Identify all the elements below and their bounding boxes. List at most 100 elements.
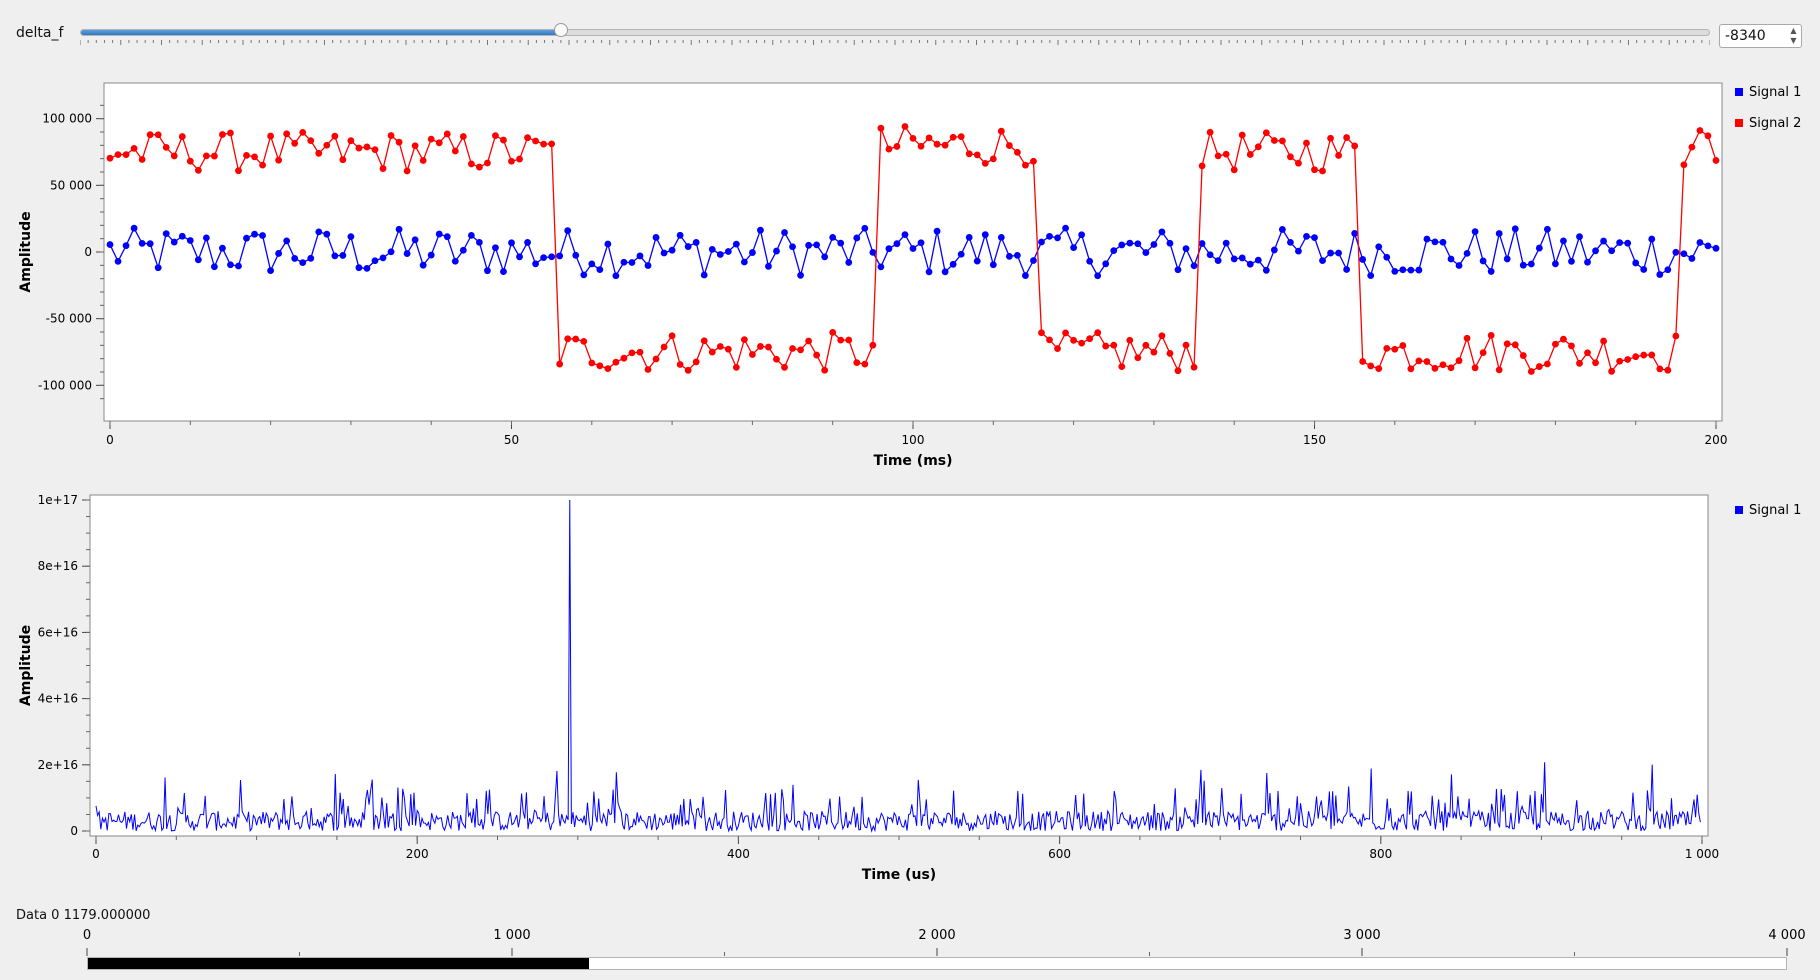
time-plot-ms: 100 000 50 000 0 -50 000 -100 000 0 50 100 150 20… [0, 60, 1820, 480]
signal-1-point [869, 249, 876, 256]
signal-1-point [1319, 257, 1326, 264]
signal-1-point [227, 261, 234, 268]
signal-2-point [877, 125, 884, 132]
signal-1-point [1576, 233, 1583, 240]
signal-1-point [1351, 230, 1358, 237]
signal-1-point [339, 252, 346, 259]
signal-2-point [805, 338, 812, 345]
signal-1-point [476, 239, 483, 246]
spin-arrows-icon[interactable]: ▲ ▼ [1788, 26, 1799, 46]
signal-2-point [1118, 363, 1125, 370]
signal-2-point [773, 356, 780, 363]
signal-2-point [797, 347, 804, 354]
delta-f-label: delta_f [16, 25, 63, 41]
signal-1-point [163, 230, 170, 237]
signal-2-point [653, 356, 660, 363]
signal-1-point [797, 272, 804, 279]
signal-1-point [540, 254, 547, 261]
signal-2-point [1086, 335, 1093, 342]
signal-1-point [235, 263, 242, 270]
signal-2-point [1046, 336, 1053, 343]
signal-2-point [1560, 336, 1567, 343]
x-tick-label: 150 [1303, 433, 1326, 447]
signal-1-point [596, 266, 603, 273]
delta-f-slider[interactable] [80, 29, 1710, 36]
slider-ticks [80, 40, 1710, 46]
signal-1-point [653, 234, 660, 241]
signal-2-point [1656, 366, 1663, 373]
signal-2-point [1183, 342, 1190, 349]
signal-2-point [556, 361, 563, 368]
signal-2-point [1440, 361, 1447, 368]
signal-1-point [1287, 239, 1294, 246]
signal-2-point [1078, 340, 1085, 347]
signal-2-point [1407, 365, 1414, 372]
signal-2-point [709, 349, 716, 356]
delta-f-spinbox[interactable]: -8340 ▲ ▼ [1719, 24, 1802, 48]
signal-1-point [845, 259, 852, 266]
signal-1-point [508, 239, 515, 246]
signal-1-point [1279, 226, 1286, 233]
signal-2-point [492, 132, 499, 139]
signal-1-point [1600, 238, 1607, 245]
signal-2-point [235, 167, 242, 174]
signal-2-point [436, 139, 443, 146]
signal-2-point [596, 362, 603, 369]
signal-2-point [1391, 346, 1398, 353]
signal-2-point [1632, 353, 1639, 360]
signal-1-point [331, 252, 338, 259]
signal-1-point [372, 257, 379, 264]
signal-1-point [564, 227, 571, 234]
signal-1-point [203, 234, 210, 241]
slider-handle[interactable] [554, 23, 568, 37]
signal-2-point [1303, 140, 1310, 147]
signal-1-point [444, 233, 451, 240]
signal-1-point [1440, 239, 1447, 246]
signal-1-point [1512, 225, 1519, 232]
signal-2-point [540, 141, 547, 148]
signal-2-point [1335, 152, 1342, 159]
signal-2-point [1126, 337, 1133, 344]
signal-2-point [1576, 360, 1583, 367]
signal-1-point [396, 226, 403, 233]
signal-1-point [1086, 258, 1093, 265]
signal-2-point [283, 130, 290, 137]
signal-2-point [1319, 168, 1326, 175]
signal-1-point [1616, 239, 1623, 246]
signal-1-point [910, 245, 917, 252]
signal-2-point [1199, 162, 1206, 169]
signal-2-point [315, 150, 322, 157]
signal-1-point [323, 231, 330, 238]
signal-2-point [1167, 350, 1174, 357]
signal-2-point [741, 336, 748, 343]
signal-2-point [990, 155, 997, 162]
signal-1-point [1608, 247, 1615, 254]
signal-2-point [958, 133, 965, 140]
signal-1-point [572, 252, 579, 259]
y-tick-label: 4e+16 [38, 692, 78, 706]
signal-2-point [588, 360, 595, 367]
signal-2-point [1705, 132, 1712, 139]
signal-1-point [187, 237, 194, 244]
signal-2-point [853, 359, 860, 366]
scale-label: 1 000 [493, 928, 530, 943]
signal-1-point [829, 234, 836, 241]
signal-2-point [1247, 151, 1254, 158]
signal-2-point [685, 367, 692, 374]
signal-1-point [1142, 249, 1149, 256]
signal-1-point [299, 259, 306, 266]
signal-1-point [1480, 258, 1487, 265]
signal-2-point [1584, 349, 1591, 356]
signal-2-point [1399, 342, 1406, 349]
signal-2-point [1456, 357, 1463, 364]
signal-2-point [476, 164, 483, 171]
x-tick-label: 0 [92, 847, 100, 861]
x-tick-label: 100 [902, 433, 925, 447]
signal-2-point [452, 148, 459, 155]
signal-2-point [1464, 335, 1471, 342]
signal-1-point [1223, 240, 1230, 247]
signal-2-point [267, 133, 274, 140]
signal-1-point [1327, 250, 1334, 257]
signal-1-point [934, 228, 941, 235]
signal-1-point [982, 231, 989, 238]
